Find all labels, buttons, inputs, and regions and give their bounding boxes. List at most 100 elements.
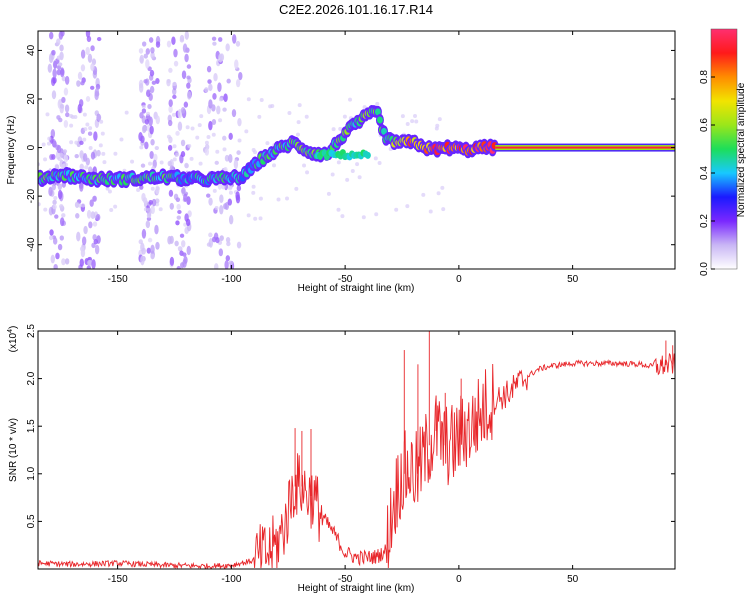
noise-speckle (233, 159, 239, 170)
noise-speckle (59, 235, 64, 241)
snr-xlabel: Height of straight line (km) (298, 583, 415, 594)
noise-speckle (79, 258, 84, 267)
noise-speckle (222, 147, 227, 152)
noise-speckle (182, 252, 187, 257)
noise-speckle (56, 115, 61, 120)
noise-speckle (338, 126, 343, 131)
noise-speckle (86, 265, 92, 269)
noise-speckle (197, 123, 202, 128)
noise-speckle (154, 224, 159, 235)
noise-speckle (166, 79, 171, 84)
noise-speckle (150, 51, 155, 59)
noise-speckle (146, 111, 151, 116)
noise-speckle (150, 47, 155, 54)
noise-speckle (80, 49, 86, 59)
noise-speckle (80, 64, 86, 72)
y-tick-label: -20 (26, 188, 37, 203)
noise-speckle (99, 119, 104, 124)
noise-speckle (183, 101, 189, 108)
noise-speckle (212, 41, 217, 46)
noise-speckle (171, 112, 176, 117)
noise-speckle (204, 87, 209, 93)
noise-speckle (257, 114, 262, 119)
noise-speckle (179, 37, 185, 43)
noise-speckle (53, 196, 58, 201)
ridge-cell (374, 108, 381, 116)
noise-speckle (181, 70, 187, 80)
noise-speckle (394, 207, 399, 212)
noise-speckle (235, 79, 241, 88)
noise-speckle (82, 153, 88, 162)
noise-speckle (61, 213, 66, 218)
noise-speckle (199, 114, 204, 119)
noise-speckle (348, 97, 353, 102)
noise-speckle (218, 248, 224, 257)
spectrogram-xlabel: Height of straight line (km) (298, 283, 415, 294)
noise-speckle (228, 185, 233, 190)
noise-speckle (182, 258, 187, 268)
ridge-cell (381, 127, 388, 135)
spectrogram-frame (37, 30, 676, 270)
noise-speckle (218, 118, 223, 123)
noise-speckle (69, 113, 74, 118)
noise-speckle (105, 186, 110, 191)
snr-frame (37, 330, 676, 570)
noise-speckle (143, 53, 148, 59)
noise-speckle (218, 37, 223, 42)
colorbar-tick-label: 0.6 (699, 118, 710, 132)
noise-speckle (56, 144, 62, 154)
noise-speckle (86, 209, 92, 219)
noise-speckle (185, 218, 191, 227)
noise-speckle (246, 97, 251, 102)
noise-speckle (64, 75, 70, 85)
noise-speckle (186, 64, 192, 69)
noise-speckle (211, 36, 217, 41)
noise-speckle (208, 83, 213, 92)
noise-speckle (219, 205, 224, 215)
noise-speckle (350, 168, 355, 173)
colorbar-gradient (710, 28, 738, 270)
noise-speckle (43, 157, 48, 162)
noise-speckle (179, 233, 185, 238)
noise-speckle (168, 189, 174, 197)
noise-speckle (82, 137, 87, 142)
noise-speckle (253, 216, 258, 221)
noise-speckle (336, 207, 341, 212)
noise-speckle (180, 151, 186, 158)
noise-speckle (186, 75, 191, 80)
noise-speckle (91, 259, 96, 269)
noise-speckle (331, 127, 336, 132)
x-tick-label: -50 (338, 574, 353, 585)
noise-speckle (208, 197, 213, 206)
noise-speckle (136, 188, 141, 193)
noise-speckle (87, 259, 92, 266)
noise-speckle (90, 151, 96, 160)
noise-speckle (221, 184, 226, 190)
noise-speckle (56, 38, 61, 46)
noise-speckle (150, 244, 155, 254)
noise-speckle (231, 109, 237, 118)
noise-speckle (176, 215, 181, 220)
noise-speckle (150, 253, 155, 260)
noise-speckle (211, 236, 217, 243)
noise-speckle (149, 85, 155, 94)
noise-speckle (79, 152, 84, 157)
colorbar-tick-label: 0.4 (699, 166, 710, 180)
x-tick-label: 0 (456, 574, 462, 585)
noise-speckle (51, 183, 57, 191)
noise-speckle (76, 80, 81, 87)
noise-speckle (54, 163, 60, 170)
noise-speckle (138, 48, 144, 54)
noise-speckle (57, 62, 63, 67)
noise-speckle (259, 98, 264, 103)
noise-speckle (61, 258, 66, 266)
noise-speckle (92, 195, 97, 202)
noise-speckle (215, 149, 220, 154)
noise-speckle (211, 119, 217, 126)
noise-speckle (61, 96, 66, 103)
noise-speckle (224, 154, 230, 162)
chart-title: C2E2.2026.101.16.17.R14 (279, 2, 433, 17)
noise-speckle (149, 151, 154, 159)
snr-multiplier-exp: 4 (7, 329, 14, 333)
noise-speckle (211, 132, 216, 137)
